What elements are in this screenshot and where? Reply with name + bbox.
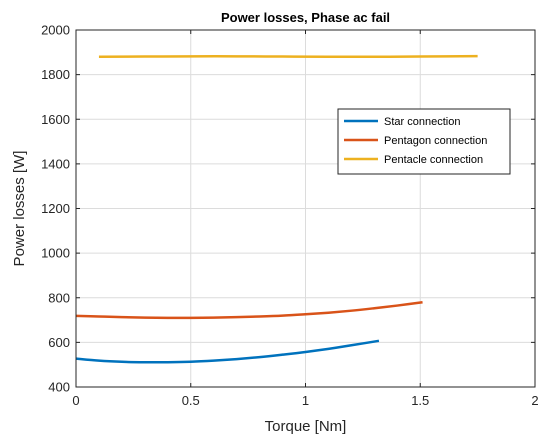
- legend-entry-1: Star connection: [384, 116, 460, 128]
- x-axis-label: Torque [Nm]: [265, 418, 347, 435]
- series-lines: [75, 54, 478, 364]
- x-tick-label: 0: [72, 393, 79, 408]
- legend-entry-2: Pentagon connection: [384, 135, 487, 147]
- legend-entry-3: Pentacle connection: [384, 154, 483, 166]
- x-tick-label: 1: [302, 393, 309, 408]
- chart-title: Power losses, Phase ac fail: [221, 10, 390, 25]
- series-line-2: [75, 300, 423, 320]
- x-tick-label: 2: [531, 393, 538, 408]
- y-tick-label: 400: [48, 380, 70, 395]
- x-tick-label: 1.5: [411, 393, 429, 408]
- y-tick-label: 1600: [41, 112, 70, 127]
- y-tick-label: 2000: [41, 23, 70, 38]
- y-tick-label: 1400: [41, 156, 70, 171]
- y-tick-label: 1000: [41, 246, 70, 261]
- y-tick-label: 1200: [41, 201, 70, 216]
- y-tick-label: 600: [48, 335, 70, 350]
- series-line-3: [98, 54, 478, 59]
- y-tick-label: 800: [48, 290, 70, 305]
- series-line-1: [75, 339, 380, 364]
- x-tick-label: 0.5: [182, 393, 200, 408]
- y-axis-label: Power losses [W]: [11, 151, 28, 267]
- x-ticks: 0 0.5 1 1.5 2: [72, 30, 539, 408]
- y-ticks: 400 600 800 1000 1200 1400 1600 1800 2000: [41, 23, 535, 395]
- y-tick-label: 1800: [41, 67, 70, 82]
- legend: Star connection Pentagon connection Pentac…: [337, 108, 511, 175]
